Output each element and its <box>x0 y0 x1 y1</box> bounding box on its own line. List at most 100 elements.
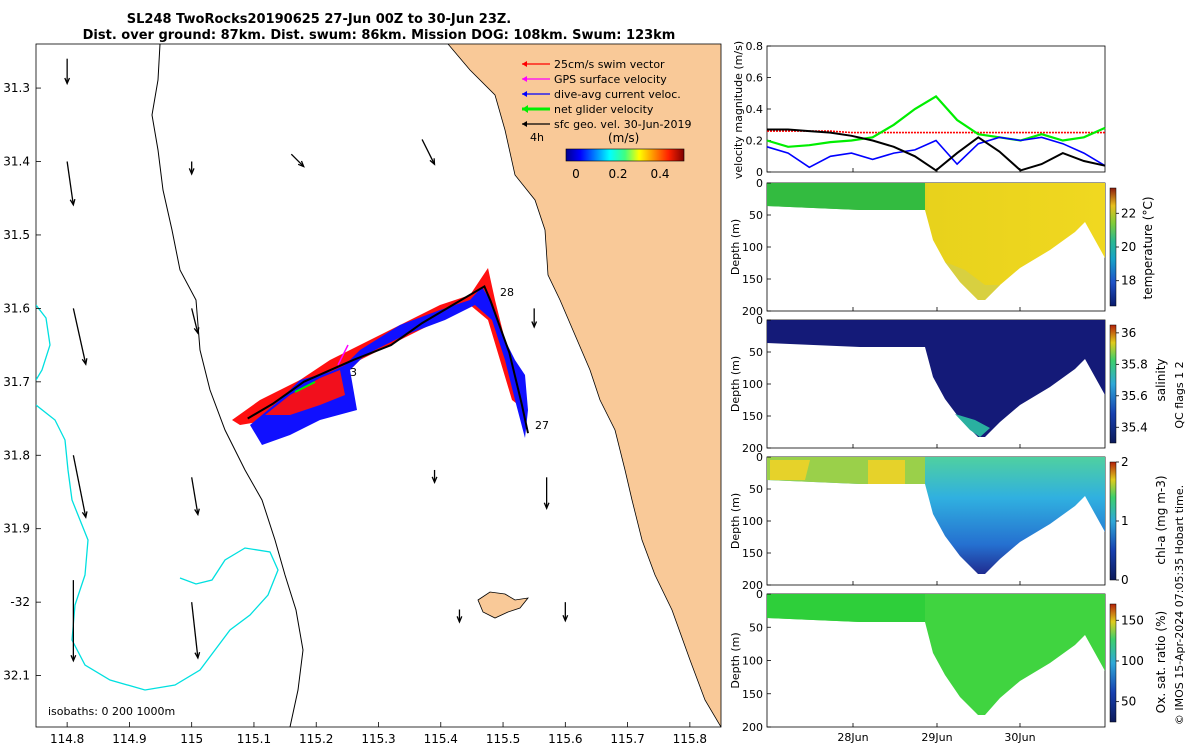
current-vector-head <box>69 198 76 207</box>
lat-tick-label: 31.7 <box>3 375 30 389</box>
current-vector-shaft <box>191 602 199 659</box>
current-vector-head <box>188 168 195 176</box>
legend-swim: 25cm/s swim vector <box>554 58 665 71</box>
current-vector <box>72 455 88 519</box>
salinity-colorbar <box>1109 324 1117 444</box>
timeseries-ylabel: velocity magnitude (m/s) <box>732 41 745 179</box>
current-vector <box>191 477 200 517</box>
current-band <box>250 287 528 445</box>
current-vector-head <box>531 321 538 329</box>
chla-field <box>767 457 1105 574</box>
current-vector-head <box>81 358 88 366</box>
legend-current: dive-avg current veloc. <box>554 88 681 101</box>
depth-tick-label: 150 <box>742 547 763 560</box>
oxygen-field <box>767 594 1105 715</box>
depth-tick-label: 50 <box>749 621 763 634</box>
ts-ytick-label: 0.6 <box>746 72 764 85</box>
cbar-tick-label: 50 <box>1121 695 1136 709</box>
depth-tick-label: 100 <box>742 241 763 254</box>
current-vector <box>290 153 305 168</box>
depth-tick-label: 100 <box>742 378 763 391</box>
current-vector-shaft <box>290 153 305 168</box>
salinity-cbar-label: salinity <box>1154 358 1168 401</box>
oxygen-colorbar <box>1109 603 1117 723</box>
depth-tick-label: 150 <box>742 688 763 701</box>
temperature-colorbar <box>1109 187 1117 307</box>
current-vector-head <box>81 511 88 519</box>
cbar-tick-label: 18 <box>1121 274 1136 288</box>
island <box>477 591 529 619</box>
current-vector-shaft <box>72 455 87 518</box>
annotation-27: 27 <box>535 419 549 432</box>
cbar-tick-label: 35.4 <box>1121 420 1148 434</box>
isobath-200 <box>151 44 304 727</box>
lat-tick-label: 31.5 <box>3 228 30 242</box>
current-vector-head <box>70 654 77 663</box>
depth-tick-label: 100 <box>742 655 763 668</box>
net-velocity <box>294 381 316 393</box>
legend-sfc: sfc geo. vel. 30-Jun-2019 <box>554 118 691 131</box>
title-line2: Dist. over ground: 87km. Dist. swum: 86k… <box>83 28 676 43</box>
speed-colorbar <box>565 148 685 162</box>
current-vector <box>543 477 550 510</box>
lat-tick-label: 31.6 <box>3 301 30 315</box>
salinity-deep <box>955 414 990 437</box>
temperature-surface-band <box>767 183 925 210</box>
ts-ytick-label: 0 <box>756 166 763 179</box>
lon-tick-label: 115.4 <box>424 732 458 746</box>
cbar-tick-label: 36 <box>1121 326 1136 340</box>
legend-net: net glider velocity <box>554 103 654 116</box>
lon-tick-label: 115 <box>180 732 203 746</box>
lon-tick-label: 115.6 <box>548 732 582 746</box>
depth-axis-label: Depth (m) <box>729 356 742 412</box>
depth-tick-label: 50 <box>749 209 763 222</box>
depth-axis-label: Depth (m) <box>729 493 742 549</box>
current-vector-shaft <box>72 308 87 365</box>
time-tick-label: 28Jun <box>837 731 868 744</box>
current-vector <box>64 58 71 86</box>
current-vector-shaft <box>66 161 74 205</box>
depth-axis-label: Depth (m) <box>729 632 742 688</box>
land-mass <box>447 44 721 727</box>
annotation-28: 28 <box>500 286 514 299</box>
lon-tick-label: 114.8 <box>50 732 84 746</box>
lon-tick-label: 114.9 <box>112 732 146 746</box>
depth-tick-label: 50 <box>749 346 763 359</box>
qc-flags-text: QC flags 1 2 <box>1173 361 1186 428</box>
map-legend: 25cm/s swim vector GPS surface velocity … <box>522 58 691 181</box>
lon-tick-label: 115.2 <box>299 732 333 746</box>
current-vector-head <box>193 327 200 335</box>
cbar-tick-label: 20 <box>1121 240 1136 254</box>
series-dive-avg-current <box>766 136 1106 169</box>
timeseries-ticks: 0 0.2 0.4 0.6 0.8 <box>746 40 771 179</box>
oxygen-cbar-label: Ox. sat. ratio (%) <box>1154 611 1168 713</box>
lon-tick-label: 115.7 <box>610 732 644 746</box>
cbar-tick-label: 22 <box>1121 206 1136 220</box>
credit-text: © IMOS 15-Apr-2024 07:05:35 Hobart time. <box>1173 485 1186 725</box>
current-vector <box>431 469 438 485</box>
map-axis-ticks: 114.8 114.9 115 115.1 115.2 115.3 115.4 115.5 11… <box>3 81 707 746</box>
red-overlay <box>265 370 345 415</box>
cbar-tick-label: 100 <box>1121 654 1144 668</box>
lat-tick-label: 31.4 <box>3 155 30 169</box>
isobath-1000 <box>36 304 279 691</box>
cbar-tick-label: 150 <box>1121 613 1144 627</box>
depth-tick-label: 200 <box>742 305 763 318</box>
lat-tick-label: 31.3 <box>3 81 30 95</box>
chla-colorbar <box>1109 461 1117 581</box>
series-net-glider <box>766 94 1106 148</box>
current-vector <box>562 602 569 623</box>
current-vector-head <box>64 77 71 86</box>
current-vector-head <box>429 158 436 166</box>
cbar-tick-label: 2 <box>1121 455 1129 469</box>
current-vector-head <box>562 614 569 623</box>
depth-tick-label: 200 <box>742 442 763 455</box>
section-oxygen <box>766 593 1106 728</box>
ts-ytick-label: 0.8 <box>746 40 764 53</box>
depth-tick-label: 0 <box>756 177 763 190</box>
map-panel: 28 27 3 isobaths: 0 200 1000m 25cm/s swi… <box>3 43 722 746</box>
depth-axis-label: Depth (m) <box>729 219 742 275</box>
oxygen-left-band <box>767 594 925 622</box>
lon-tick-label: 115.3 <box>361 732 395 746</box>
